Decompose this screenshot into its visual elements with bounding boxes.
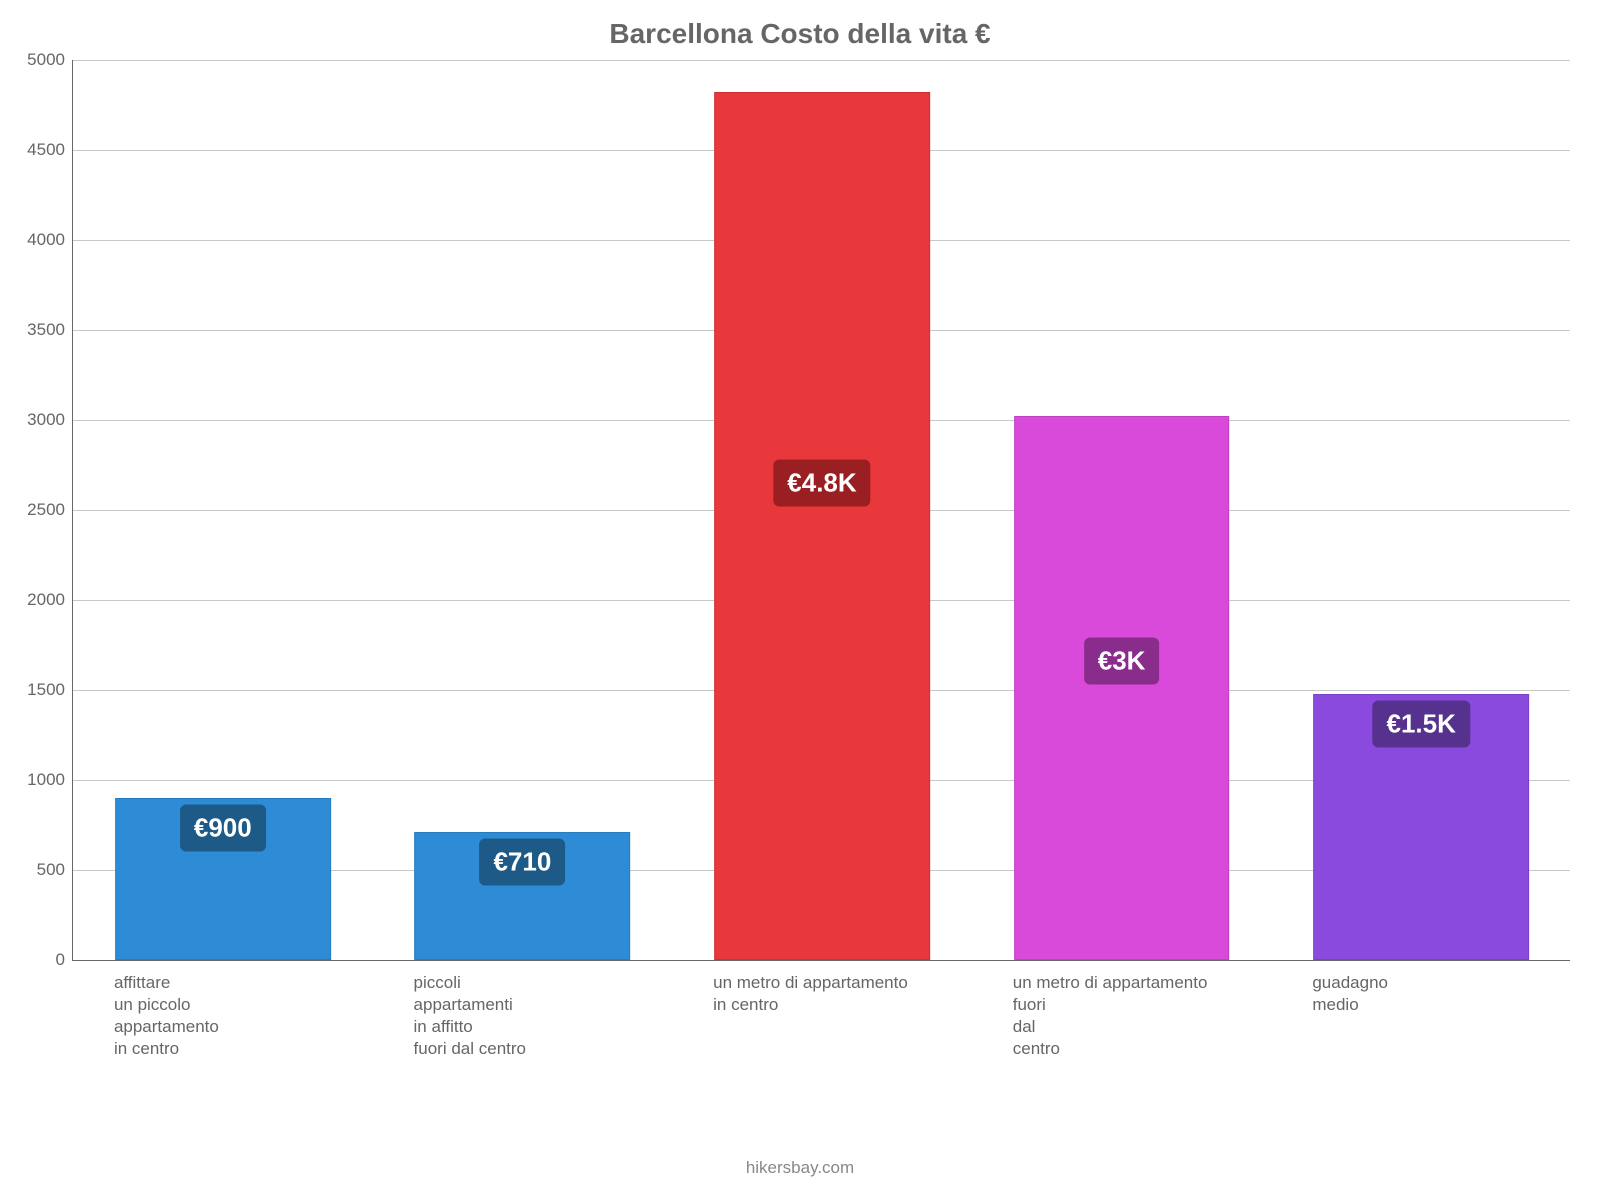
chart-footer: hikersbay.com (0, 1158, 1600, 1178)
y-tick-label: 0 (56, 950, 65, 970)
value-badge: €1.5K (1372, 700, 1469, 747)
bar-slot: €900 (73, 60, 373, 960)
bar-slot: €3K (972, 60, 1272, 960)
category-label: un metro di appartamento in centro (713, 972, 908, 1016)
category-label: piccoli appartamenti in affitto fuori da… (414, 972, 526, 1060)
y-tick-label: 3000 (27, 410, 65, 430)
y-tick-label: 4000 (27, 230, 65, 250)
category-label: un metro di appartamento fuori dal centr… (1013, 972, 1208, 1060)
y-tick-label: 3500 (27, 320, 65, 340)
value-badge: €3K (1084, 638, 1160, 685)
value-badge: €900 (180, 805, 266, 852)
y-tick-label: 4500 (27, 140, 65, 160)
y-tick-label: 500 (37, 860, 65, 880)
bar-slot: €1.5K (1271, 60, 1571, 960)
cost-of-living-chart: Barcellona Costo della vita € 0500100015… (0, 0, 1600, 1200)
value-badge: €4.8K (773, 459, 870, 506)
bar (714, 92, 930, 960)
y-tick-label: 1000 (27, 770, 65, 790)
y-tick-label: 5000 (27, 50, 65, 70)
category-label: affittare un piccolo appartamento in cen… (114, 972, 219, 1060)
bar-slot: €710 (373, 60, 673, 960)
bar (1014, 416, 1230, 960)
bar-slot: €4.8K (672, 60, 972, 960)
y-tick-label: 2000 (27, 590, 65, 610)
plot-area: 0500100015002000250030003500400045005000… (72, 60, 1570, 961)
category-label: guadagno medio (1312, 972, 1388, 1016)
y-tick-label: 2500 (27, 500, 65, 520)
y-tick-label: 1500 (27, 680, 65, 700)
value-badge: €710 (479, 839, 565, 886)
chart-title: Barcellona Costo della vita € (0, 18, 1600, 50)
